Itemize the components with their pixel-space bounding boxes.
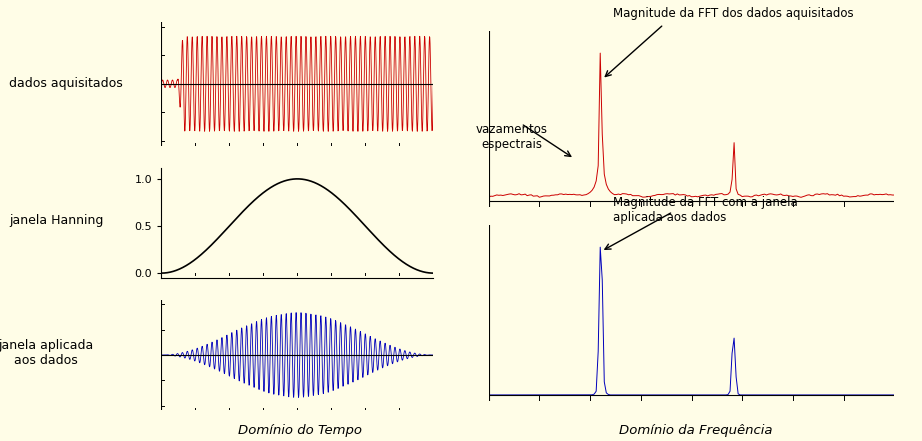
- Text: Magnitude da FFT com a janela
aplicada aos dados: Magnitude da FFT com a janela aplicada a…: [613, 196, 798, 224]
- Text: janela aplicada
aos dados: janela aplicada aos dados: [0, 339, 94, 367]
- Text: Domínio do Tempo: Domínio do Tempo: [238, 424, 361, 437]
- Text: vazamentos
espectrais: vazamentos espectrais: [476, 123, 548, 151]
- Text: dados aquisitados: dados aquisitados: [9, 77, 123, 90]
- Text: janela Hanning: janela Hanning: [9, 214, 103, 227]
- Text: Domínio da Frequência: Domínio da Frequência: [620, 424, 773, 437]
- Text: Magnitude da FFT dos dados aquisitados: Magnitude da FFT dos dados aquisitados: [613, 7, 854, 19]
